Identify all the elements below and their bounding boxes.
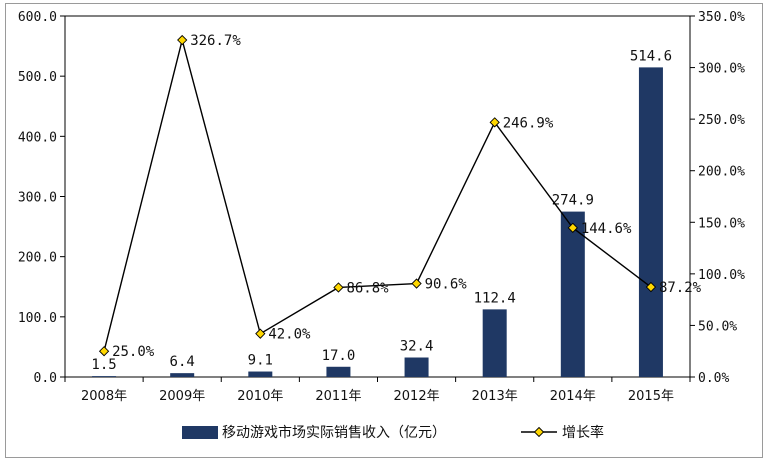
x-tick-label: 2010年 — [237, 389, 283, 404]
x-tick-label: 2011年 — [315, 389, 361, 404]
bar-labels: 1.5 6.4 9.1 17.0 32.4 112.4 274.9 514.6 — [91, 48, 672, 373]
line-series — [98, 34, 657, 357]
bar — [170, 373, 195, 377]
legend-line-label: 增长率 — [562, 424, 604, 441]
growth-line — [103, 37, 652, 352]
growth-value-label: 42.0% — [268, 327, 311, 343]
bar — [404, 357, 429, 377]
left-tick-label: 600.0 — [18, 10, 57, 25]
right-tick-label: 200.0% — [698, 165, 745, 180]
right-tick-label: 150.0% — [698, 216, 745, 231]
left-tick-label: 400.0 — [18, 130, 57, 145]
chart-frame — [5, 3, 763, 458]
plot-area — [64, 15, 691, 378]
growth-value-label: 86.8% — [346, 280, 389, 296]
bar-value-label: 274.9 — [552, 193, 594, 209]
plot-border — [64, 15, 691, 378]
growth-marker — [489, 117, 500, 128]
right-axis: 0.0% 50.0% 100.0% 150.0% 200.0% 250.0% 300.0% 3… — [690, 10, 745, 386]
x-tick-label: 2015年 — [628, 389, 674, 404]
left-tick-label: 500.0 — [18, 70, 57, 85]
bar — [638, 67, 663, 378]
x-tick-label: 2009年 — [159, 389, 205, 404]
left-tick-label: 0.0 — [34, 371, 57, 386]
growth-value-label: 326.7% — [190, 33, 241, 49]
bar — [560, 211, 585, 377]
growth-value-label: 246.9% — [503, 115, 554, 131]
left-tick-label: 200.0 — [18, 251, 57, 266]
growth-value-label: 144.6% — [581, 221, 632, 237]
left-tick-label: 300.0 — [18, 191, 57, 206]
growth-value-label: 25.0% — [112, 344, 155, 360]
line-labels: 25.0% 326.7% 42.0% 86.8% 90.6% 246.9% 144.6% 87… — [112, 33, 702, 360]
growth-marker — [645, 281, 657, 293]
x-tick-label: 2013年 — [472, 389, 518, 404]
right-tick-label: 350.0% — [698, 10, 745, 25]
right-tick-label: 250.0% — [698, 113, 745, 128]
bar-series — [92, 67, 663, 378]
bar-value-label: 6.4 — [170, 354, 195, 370]
growth-marker — [411, 278, 422, 289]
x-tick-label: 2012年 — [394, 389, 440, 404]
x-tick-label: 2008年 — [81, 389, 127, 404]
growth-marker — [98, 346, 110, 357]
growth-marker — [255, 328, 266, 339]
x-tick-label: 2014年 — [550, 389, 596, 404]
left-tick-label: 100.0 — [18, 311, 57, 326]
growth-marker — [567, 222, 578, 233]
right-tick-label: 100.0% — [698, 268, 745, 283]
bar-value-label: 112.4 — [474, 290, 516, 306]
bar-value-label: 9.1 — [248, 353, 273, 369]
legend-line-marker — [533, 426, 545, 438]
bar — [248, 371, 273, 377]
growth-marker — [333, 282, 344, 293]
growth-value-label: 87.2% — [659, 280, 702, 296]
bar — [92, 376, 117, 377]
right-tick-label: 0.0% — [698, 371, 729, 386]
legend-bar-swatch — [182, 426, 218, 439]
legend-bar-label: 移动游戏市场实际销售收入（亿元） — [222, 424, 446, 441]
bar — [482, 309, 507, 377]
bar-value-label: 17.0 — [322, 348, 356, 364]
bar — [326, 366, 351, 377]
growth-marker — [177, 34, 188, 46]
x-axis: 2008年 2009年 2010年 2011年 2012年 2013年 2014年 2015年 — [64, 377, 691, 404]
right-tick-label: 300.0% — [698, 62, 745, 77]
left-axis: 0.0 100.0 200.0 300.0 400.0 500.0 600.0 — [18, 10, 65, 386]
bar-value-label: 32.4 — [400, 339, 434, 355]
bar-value-label: 1.5 — [91, 357, 116, 373]
right-tick-label: 50.0% — [698, 319, 737, 334]
bar-value-label: 514.6 — [630, 48, 672, 64]
growth-value-label: 90.6% — [425, 277, 468, 293]
legend: 移动游戏市场实际销售收入（亿元） 增长率 — [182, 424, 604, 441]
